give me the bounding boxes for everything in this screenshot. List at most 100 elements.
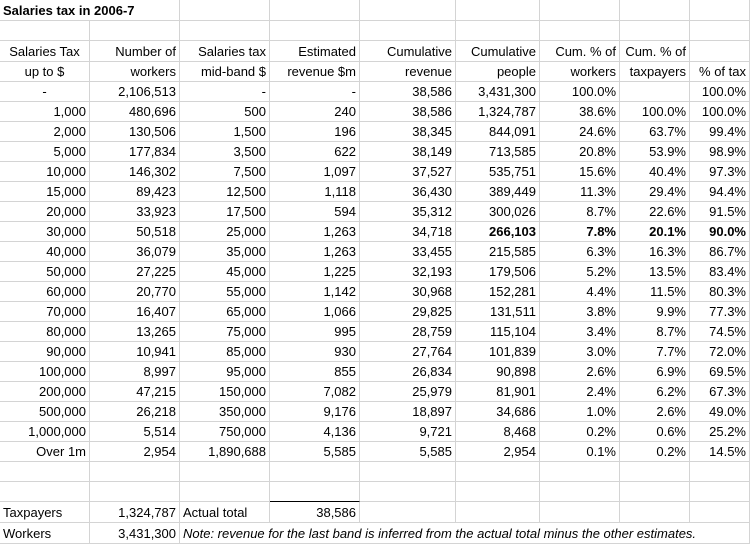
- cum-pct-taxpayers-cell[interactable]: 6.9%: [620, 362, 690, 382]
- number-of-workers-cell[interactable]: 33,923: [90, 202, 180, 222]
- cumulative-people-cell[interactable]: 389,449: [456, 182, 540, 202]
- estimated-revenue-cell[interactable]: -: [270, 82, 360, 102]
- empty-cell[interactable]: [360, 21, 456, 41]
- salaries-tax-mid-band-cell[interactable]: 85,000: [180, 342, 270, 362]
- cumulative-people-cell[interactable]: 81,901: [456, 382, 540, 402]
- empty-cell[interactable]: [456, 0, 540, 21]
- number-of-workers-cell[interactable]: 2,954: [90, 442, 180, 462]
- cum-pct-taxpayers-cell[interactable]: 11.5%: [620, 282, 690, 302]
- salaries-tax-up-to-cell[interactable]: -: [0, 82, 90, 102]
- estimated-revenue-cell[interactable]: 240: [270, 102, 360, 122]
- pct-of-tax-cell[interactable]: 99.4%: [690, 122, 750, 142]
- estimated-revenue-cell[interactable]: 1,263: [270, 222, 360, 242]
- cumulative-revenue-cell[interactable]: 29,825: [360, 302, 456, 322]
- empty-cell[interactable]: [690, 482, 750, 502]
- cumulative-people-cell[interactable]: 115,104: [456, 322, 540, 342]
- empty-cell[interactable]: [180, 482, 270, 502]
- salaries-tax-up-to-cell[interactable]: 100,000: [0, 362, 90, 382]
- empty-cell[interactable]: [180, 21, 270, 41]
- empty-cell[interactable]: [360, 482, 456, 502]
- empty-cell[interactable]: [690, 462, 750, 482]
- column-header-cum-pct-workers-line1[interactable]: Cum. % of: [540, 41, 620, 62]
- number-of-workers-cell[interactable]: 26,218: [90, 402, 180, 422]
- cumulative-people-cell[interactable]: 179,506: [456, 262, 540, 282]
- cumulative-people-cell[interactable]: 3,431,300: [456, 82, 540, 102]
- salaries-tax-mid-band-cell[interactable]: 25,000: [180, 222, 270, 242]
- cumulative-revenue-cell[interactable]: 33,455: [360, 242, 456, 262]
- number-of-workers-cell[interactable]: 177,834: [90, 142, 180, 162]
- workers-label[interactable]: Workers: [0, 523, 90, 544]
- cumulative-revenue-cell[interactable]: 38,586: [360, 102, 456, 122]
- column-header-salaries-tax-up-to-line2[interactable]: up to $: [0, 62, 90, 82]
- cumulative-revenue-cell[interactable]: 25,979: [360, 382, 456, 402]
- taxpayers-label[interactable]: Taxpayers: [0, 502, 90, 523]
- salaries-tax-up-to-cell[interactable]: 10,000: [0, 162, 90, 182]
- cumulative-revenue-cell[interactable]: 26,834: [360, 362, 456, 382]
- cumulative-revenue-cell[interactable]: 27,764: [360, 342, 456, 362]
- pct-of-tax-cell[interactable]: 25.2%: [690, 422, 750, 442]
- salaries-tax-up-to-cell[interactable]: 200,000: [0, 382, 90, 402]
- column-header-salaries-tax-mid-band-line2[interactable]: mid-band $: [180, 62, 270, 82]
- empty-cell[interactable]: [180, 462, 270, 482]
- cum-pct-taxpayers-cell[interactable]: [620, 82, 690, 102]
- empty-cell[interactable]: [360, 0, 456, 21]
- salaries-tax-up-to-cell[interactable]: 1,000: [0, 102, 90, 122]
- cumulative-revenue-cell[interactable]: 37,527: [360, 162, 456, 182]
- estimated-revenue-cell[interactable]: 1,142: [270, 282, 360, 302]
- number-of-workers-cell[interactable]: 8,997: [90, 362, 180, 382]
- cum-pct-workers-cell[interactable]: 100.0%: [540, 82, 620, 102]
- empty-cell[interactable]: [540, 0, 620, 21]
- number-of-workers-cell[interactable]: 13,265: [90, 322, 180, 342]
- cum-pct-taxpayers-cell[interactable]: 0.2%: [620, 442, 690, 462]
- cumulative-revenue-cell[interactable]: 36,430: [360, 182, 456, 202]
- salaries-tax-mid-band-cell[interactable]: 750,000: [180, 422, 270, 442]
- empty-cell[interactable]: [360, 462, 456, 482]
- empty-cell[interactable]: [0, 21, 90, 41]
- column-header-cum-pct-taxpayers-line2[interactable]: taxpayers: [620, 62, 690, 82]
- empty-cell[interactable]: [270, 462, 360, 482]
- salaries-tax-mid-band-cell[interactable]: 45,000: [180, 262, 270, 282]
- estimated-revenue-cell[interactable]: 594: [270, 202, 360, 222]
- cum-pct-workers-cell[interactable]: 0.1%: [540, 442, 620, 462]
- cumulative-revenue-cell[interactable]: 30,968: [360, 282, 456, 302]
- salaries-tax-up-to-cell[interactable]: 5,000: [0, 142, 90, 162]
- cum-pct-workers-cell[interactable]: 2.4%: [540, 382, 620, 402]
- salaries-tax-mid-band-cell[interactable]: 1,890,688: [180, 442, 270, 462]
- estimated-revenue-cell[interactable]: 1,118: [270, 182, 360, 202]
- cum-pct-taxpayers-cell[interactable]: 29.4%: [620, 182, 690, 202]
- pct-of-tax-cell[interactable]: 49.0%: [690, 402, 750, 422]
- cumulative-revenue-cell[interactable]: 38,586: [360, 82, 456, 102]
- pct-of-tax-cell[interactable]: 98.9%: [690, 142, 750, 162]
- empty-cell[interactable]: [270, 482, 360, 502]
- cum-pct-workers-cell[interactable]: 3.0%: [540, 342, 620, 362]
- cumulative-people-cell[interactable]: 300,026: [456, 202, 540, 222]
- number-of-workers-cell[interactable]: 2,106,513: [90, 82, 180, 102]
- cum-pct-workers-cell[interactable]: 3.4%: [540, 322, 620, 342]
- salaries-tax-up-to-cell[interactable]: 70,000: [0, 302, 90, 322]
- salaries-tax-up-to-cell[interactable]: 20,000: [0, 202, 90, 222]
- number-of-workers-cell[interactable]: 480,696: [90, 102, 180, 122]
- cumulative-people-cell[interactable]: 713,585: [456, 142, 540, 162]
- empty-cell[interactable]: [456, 502, 540, 523]
- empty-cell[interactable]: [540, 502, 620, 523]
- salaries-tax-up-to-cell[interactable]: 40,000: [0, 242, 90, 262]
- estimated-revenue-cell[interactable]: 1,066: [270, 302, 360, 322]
- cum-pct-taxpayers-cell[interactable]: 20.1%: [620, 222, 690, 242]
- cumulative-revenue-cell[interactable]: 5,585: [360, 442, 456, 462]
- estimated-revenue-cell[interactable]: 930: [270, 342, 360, 362]
- salaries-tax-mid-band-cell[interactable]: 1,500: [180, 122, 270, 142]
- empty-cell[interactable]: [360, 502, 456, 523]
- estimated-revenue-cell[interactable]: 1,263: [270, 242, 360, 262]
- cum-pct-taxpayers-cell[interactable]: 6.2%: [620, 382, 690, 402]
- estimated-revenue-cell[interactable]: 196: [270, 122, 360, 142]
- salaries-tax-up-to-cell[interactable]: 50,000: [0, 262, 90, 282]
- pct-of-tax-cell[interactable]: 86.7%: [690, 242, 750, 262]
- number-of-workers-cell[interactable]: 50,518: [90, 222, 180, 242]
- salaries-tax-mid-band-cell[interactable]: 65,000: [180, 302, 270, 322]
- pct-of-tax-cell[interactable]: 97.3%: [690, 162, 750, 182]
- salaries-tax-mid-band-cell[interactable]: 350,000: [180, 402, 270, 422]
- pct-of-tax-cell[interactable]: 100.0%: [690, 82, 750, 102]
- cumulative-people-cell[interactable]: 215,585: [456, 242, 540, 262]
- pct-of-tax-cell[interactable]: 67.3%: [690, 382, 750, 402]
- column-header-pct-of-tax-line2[interactable]: % of tax: [690, 62, 750, 82]
